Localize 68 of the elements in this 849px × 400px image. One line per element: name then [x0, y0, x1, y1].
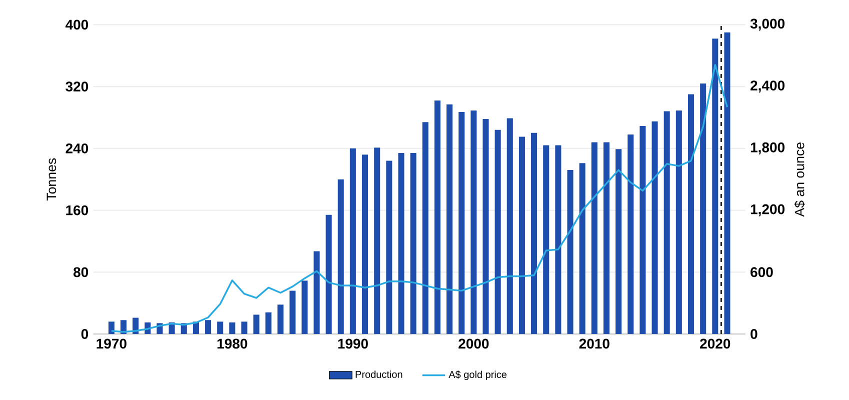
- bar: [567, 170, 574, 334]
- bar: [603, 142, 610, 334]
- bar: [277, 304, 284, 334]
- bar: [410, 153, 416, 334]
- bar: [628, 134, 634, 334]
- bar: [506, 118, 513, 334]
- bar: [616, 149, 622, 334]
- bar: [422, 122, 428, 334]
- bar: [724, 32, 730, 334]
- legend-label: A$ gold price: [448, 370, 507, 380]
- bar: [531, 132, 538, 334]
- y-tick-label: 320: [66, 82, 88, 92]
- bar: [579, 163, 586, 334]
- bar: [470, 110, 477, 334]
- y2-axis-title: A$ an ounce: [794, 142, 806, 217]
- bar: [108, 322, 114, 334]
- y-tick-label: 160: [66, 205, 88, 216]
- bar: [338, 179, 344, 334]
- y-axis-title: Tonnes: [46, 158, 56, 201]
- y2-tick-label: 600: [750, 267, 773, 278]
- bar: [229, 322, 236, 334]
- bar: [241, 322, 248, 334]
- bar: [591, 142, 598, 334]
- x-tick-label: 1990: [338, 338, 368, 349]
- bar: [518, 136, 525, 334]
- y-tick-label: 0: [81, 329, 88, 339]
- bar: [688, 94, 694, 334]
- bar: [326, 214, 332, 334]
- bar: [350, 148, 356, 334]
- x-tick-label: 1980: [217, 338, 248, 349]
- bar: [205, 320, 212, 334]
- line-series: [110, 64, 728, 333]
- y-tick-label: 240: [66, 143, 88, 154]
- bar: [543, 145, 550, 334]
- bar: [253, 314, 260, 334]
- bar: [676, 110, 682, 334]
- bar: [458, 112, 465, 334]
- bar: [434, 100, 440, 334]
- bar: [640, 126, 646, 334]
- y2-tick-label: 1,200: [750, 204, 785, 216]
- x-tick-label: 2020: [700, 338, 730, 349]
- bar: [700, 83, 706, 334]
- x-tick-label: 2010: [579, 338, 610, 349]
- bar: [446, 104, 453, 334]
- bar: [712, 38, 718, 334]
- bar: [362, 154, 368, 334]
- x-tick-label: 1970: [96, 338, 126, 349]
- y2-tick-label: 3,000: [750, 18, 785, 31]
- legend-label: Production: [356, 370, 402, 378]
- bar: [555, 145, 562, 334]
- y2-tick-label: 0: [750, 329, 758, 339]
- bar: [314, 251, 320, 334]
- x-tick-label: 2000: [458, 338, 489, 349]
- y2-tick-label: 1,800: [750, 142, 785, 154]
- bar: [482, 119, 489, 334]
- bar: [302, 280, 308, 334]
- bar: [217, 322, 224, 334]
- bar: [265, 312, 272, 334]
- y-tick-label: 80: [73, 267, 88, 278]
- bar: [398, 153, 404, 334]
- bar: [386, 160, 392, 334]
- bar: [290, 290, 296, 334]
- bar: [374, 148, 380, 334]
- bar: [494, 130, 501, 334]
- y2-tick-label: 2,400: [750, 80, 785, 93]
- y-tick-label: 400: [65, 20, 88, 30]
- bar: [652, 121, 658, 334]
- bar: [664, 111, 670, 334]
